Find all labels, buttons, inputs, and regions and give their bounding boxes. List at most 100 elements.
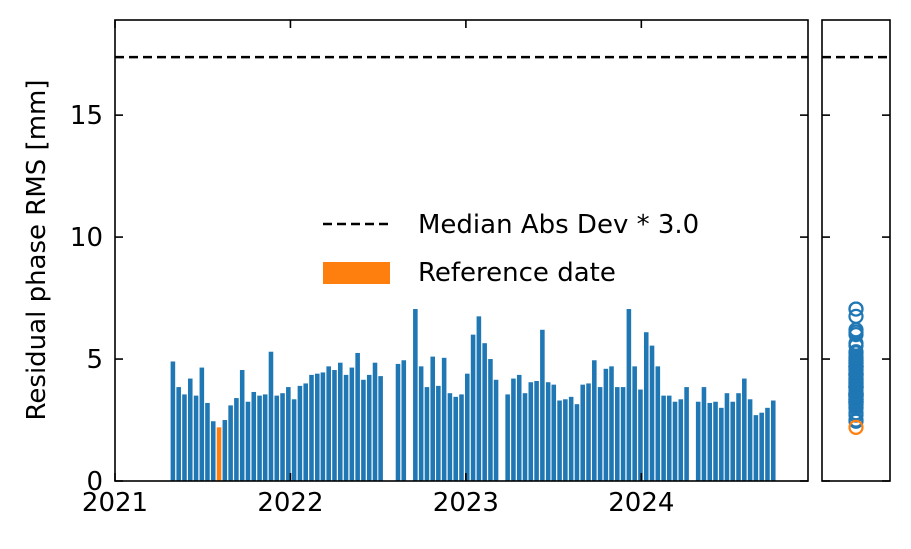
bar [245,401,251,481]
bar [413,309,418,481]
bar [713,401,718,481]
bar [643,332,649,481]
bar [459,394,464,481]
plot-frame [114,19,809,482]
bar [361,379,366,481]
bar [603,368,609,481]
bar [620,387,626,481]
bar [592,360,597,481]
bar [303,383,308,481]
bar [193,395,199,481]
bar [580,384,586,481]
bar [199,367,205,481]
bar [170,361,176,481]
y-tick-label: 10 [70,223,103,253]
y-axis-label: Residual phase RMS [mm] [22,80,52,421]
y-tick-label: 5 [86,345,103,375]
bar [309,374,314,481]
bar [615,387,620,481]
side-panel-frame [821,19,891,482]
bar [724,393,730,481]
bar [701,387,707,481]
x-tick-label: 2024 [608,488,674,518]
bar [251,391,257,481]
bar [742,378,747,481]
bar [488,359,493,481]
bar [182,394,187,481]
bar [770,400,776,481]
distribution-point [848,400,864,416]
bar [632,366,637,481]
bar [759,412,764,481]
bar [418,366,424,481]
bar [447,393,453,481]
bar [332,370,337,481]
bar [366,374,372,481]
bar [678,399,684,481]
bar [239,370,245,481]
bar [430,356,436,481]
bar [205,402,210,481]
bar [568,396,574,481]
bar [505,394,510,481]
bar [661,395,666,481]
bar [349,367,355,481]
bar [470,334,476,481]
legend-label: Median Abs Dev * 3.0 [418,210,699,240]
bar [765,407,770,481]
bar [695,401,701,481]
distribution-point [848,370,864,387]
bar [372,362,378,481]
bar [222,420,228,481]
bar [493,379,499,481]
bar [609,366,614,481]
bar [436,385,441,481]
bar [187,378,193,481]
bar [228,405,233,481]
bar [557,400,562,481]
distribution-point [848,301,864,317]
bar [355,352,360,481]
bar [286,387,291,481]
bar [736,393,741,481]
bar [516,374,522,481]
bar [401,360,407,481]
bar [597,387,603,481]
bar [626,309,632,481]
distribution-point [848,338,864,354]
bar [262,394,268,481]
distribution-point [848,385,864,401]
bar [655,366,661,481]
bar [395,363,401,481]
bar [586,383,591,481]
distribution-point [848,392,864,409]
bar [453,396,458,481]
bar [528,382,534,481]
bar [176,387,181,481]
legend-label: Reference date [418,258,616,288]
distribution-point [848,419,864,435]
bar [638,389,643,481]
bar [747,399,753,481]
bar [326,366,331,481]
bar [216,427,222,481]
bar [268,351,274,481]
bar [378,376,383,481]
distribution-point [848,352,864,368]
bar [315,373,320,481]
bar [545,382,551,481]
bar [476,316,482,481]
bar [234,398,239,481]
bar [563,399,568,481]
bar [465,373,470,481]
bar [534,380,539,481]
bar [343,374,349,481]
bar [280,393,285,481]
bar [337,362,343,481]
bar [297,385,303,481]
x-tick-label: 2021 [82,488,148,518]
bar [684,387,689,481]
bar [753,415,759,481]
bar [666,395,672,481]
bar [291,399,297,481]
